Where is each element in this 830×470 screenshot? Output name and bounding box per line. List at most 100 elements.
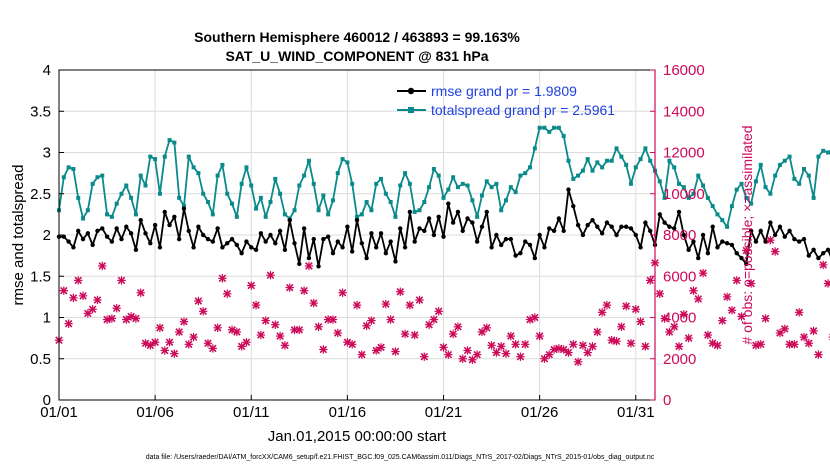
totalspread-point: [355, 214, 359, 219]
obs-assimilated-point: [780, 324, 789, 334]
x-tick-label: 01/16: [329, 404, 367, 421]
totalspread-point: [797, 181, 802, 186]
obs-assimilated-point: [319, 345, 328, 354]
totalspread-point: [715, 212, 720, 217]
rmse-point: [758, 228, 763, 234]
totalspread-point: [518, 173, 523, 178]
totalspread-point: [475, 214, 480, 219]
y-tick-label: 0.5: [30, 351, 51, 368]
obs-assimilated-point: [247, 281, 256, 290]
obs-assimilated-point: [136, 288, 145, 297]
chart-subtitle: SAT_U_WIND_COMPONENT @ 831 hPa: [225, 48, 488, 64]
y-tick-label-right: 12000: [663, 145, 705, 162]
rmse-point: [374, 245, 379, 250]
rmse-point: [398, 226, 403, 231]
totalspread-point: [792, 176, 797, 181]
totalspread-point: [369, 208, 374, 213]
totalspread-point: [124, 183, 129, 188]
totalspread-point: [407, 181, 412, 186]
rmse-point: [484, 209, 489, 215]
totalspread-point: [826, 150, 830, 155]
rmse-point: [95, 228, 100, 234]
rmse-point: [383, 250, 389, 256]
rmse-point: [787, 228, 792, 234]
y-tick-label-right: 14000: [663, 103, 705, 120]
totalspread-point: [624, 162, 629, 167]
totalspread-point: [297, 183, 302, 188]
obs-assimilated-point: [189, 332, 198, 342]
rmse-point: [422, 228, 427, 234]
rmse-point: [325, 234, 331, 239]
obs-assimilated-point: [670, 322, 679, 331]
obs-assimilated-point: [439, 343, 448, 352]
rmse-point: [100, 226, 105, 231]
rmse-point: [547, 226, 552, 231]
totalspread-point: [268, 200, 273, 204]
obs-assimilated-point: [521, 340, 530, 349]
obs-assimilated-point: [516, 352, 525, 361]
rmse-point: [191, 245, 196, 250]
rmse-point: [417, 226, 422, 231]
obs-assimilated-point: [208, 344, 218, 353]
obs-assimilated-point: [819, 260, 828, 270]
rmse-point: [513, 253, 518, 258]
obs-assimilated-point: [477, 327, 487, 337]
y-axis-label: rmse and totalspread: [10, 165, 27, 306]
totalspread-point: [263, 214, 268, 219]
rmse-point: [806, 253, 812, 258]
rmse-point: [431, 232, 437, 238]
totalspread-point: [427, 185, 432, 190]
legend: rmse grand pr = 1.9809 totalspread grand…: [397, 83, 615, 118]
obs-assimilated-point: [626, 339, 636, 348]
rmse-point: [292, 241, 297, 246]
obs-assimilated-point: [621, 301, 631, 311]
rmse-point: [297, 261, 302, 267]
obs-assimilated-point: [737, 312, 746, 321]
rmse-point: [489, 245, 494, 250]
obs-assimilated-point: [766, 235, 775, 245]
totalspread-point: [167, 138, 172, 143]
legend-rmse-marker: [407, 87, 415, 95]
rmse-point: [465, 216, 470, 221]
rmse-point: [782, 234, 787, 239]
rmse-point: [426, 216, 432, 221]
totalspread-point: [720, 218, 725, 223]
totalspread-point: [696, 173, 701, 178]
totalspread-point: [484, 179, 489, 184]
obs-assimilated-point: [218, 274, 227, 283]
obs-assimilated-point: [112, 304, 121, 313]
rmse-point: [647, 228, 653, 234]
totalspread-point: [345, 160, 350, 165]
rmse-point: [801, 236, 807, 242]
totalspread-point: [523, 171, 528, 176]
totalspread-point: [782, 158, 787, 163]
obs-assimilated-point: [645, 276, 655, 285]
totalspread-point: [225, 191, 230, 196]
obs-assimilated-point: [396, 287, 405, 296]
totalspread-point: [417, 208, 422, 213]
obs-assimilated-point: [742, 246, 751, 255]
rmse-point: [402, 245, 408, 250]
rmse-point: [566, 187, 571, 192]
totalspread-point: [201, 191, 206, 196]
rmse-point: [354, 217, 360, 223]
obs-assimilated-point: [588, 342, 597, 351]
rmse-point: [172, 214, 177, 220]
rmse-point: [542, 245, 547, 250]
rmse-point: [748, 228, 754, 234]
totalspread-point: [239, 181, 244, 186]
rmse-point: [335, 239, 340, 244]
rmse-point: [133, 247, 139, 253]
obs-assimilated-point: [295, 325, 304, 335]
totalspread-point: [181, 204, 186, 209]
obs-assimilated-point: [338, 288, 347, 297]
totalspread-point: [465, 183, 470, 188]
totalspread-point: [552, 125, 557, 130]
rmse-point: [705, 250, 711, 256]
obs-assimilated-point: [804, 339, 814, 348]
x-tick-label: 01/31: [617, 404, 655, 421]
obs-assimilated-point: [660, 314, 669, 323]
totalspread-point: [119, 191, 124, 196]
y-tick-label: 0: [43, 392, 51, 409]
obs-assimilated-point: [352, 300, 362, 310]
